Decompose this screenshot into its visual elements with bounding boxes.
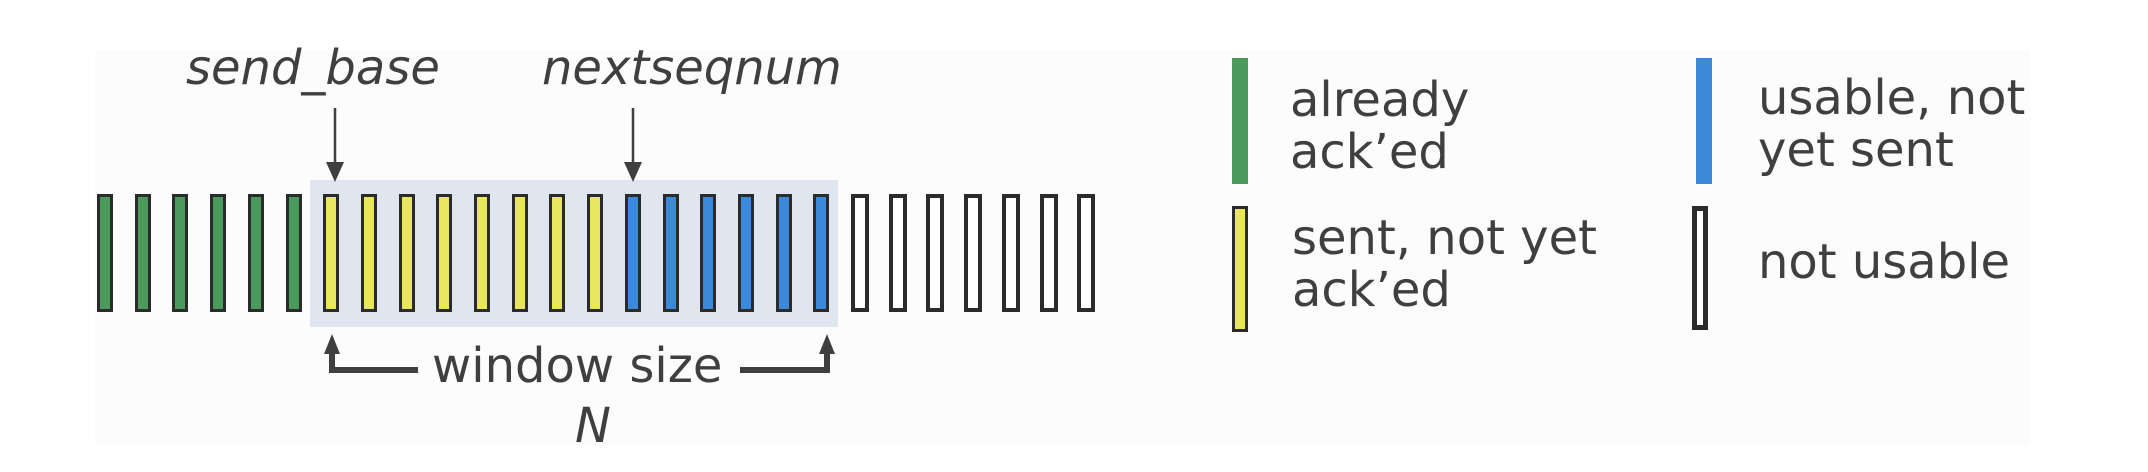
legend-text-sent-not-acked: sent, not yet ack’ed xyxy=(1292,210,1597,318)
legend-text-not-usable: not usable xyxy=(1758,234,2011,290)
slot-usable-not-sent xyxy=(813,194,829,312)
slot-not-usable xyxy=(851,194,869,312)
legend-swatch-sent-not-acked xyxy=(1232,206,1248,332)
legend-swatch-already-acked xyxy=(1232,58,1248,184)
send-base-arrow xyxy=(326,108,344,182)
slot-sent-not-acked xyxy=(512,194,528,312)
slot-not-usable xyxy=(1040,194,1058,312)
window-size-label: window size xyxy=(432,338,723,394)
slot-already-acked xyxy=(248,194,264,312)
slot-not-usable xyxy=(1002,194,1020,312)
slot-sent-not-acked xyxy=(323,194,339,312)
slot-not-usable xyxy=(964,194,982,312)
slot-sent-not-acked xyxy=(361,194,377,312)
send-base-label: send_base xyxy=(186,40,440,96)
legend-text-already-acked: already ack’ed xyxy=(1290,72,1470,180)
legend-text-usable-not-sent: usable, not yet sent xyxy=(1758,70,2026,178)
slot-already-acked xyxy=(97,194,113,312)
slot-sent-not-acked xyxy=(399,194,415,312)
slot-usable-not-sent xyxy=(738,194,754,312)
slot-usable-not-sent xyxy=(700,194,716,312)
slot-sent-not-acked xyxy=(474,194,490,312)
slot-not-usable xyxy=(1077,194,1095,312)
slot-already-acked xyxy=(210,194,226,312)
slot-usable-not-sent xyxy=(625,194,641,312)
window-size-bracket-right xyxy=(740,334,835,373)
slot-usable-not-sent xyxy=(663,194,679,312)
slot-already-acked xyxy=(286,194,302,312)
nextseqnum-label: nextseqnum xyxy=(542,40,842,96)
window-size-n: N xyxy=(575,398,611,454)
legend-swatch-usable-not-sent xyxy=(1696,58,1712,184)
window-size-bracket-left xyxy=(324,334,418,373)
slot-sent-not-acked xyxy=(436,194,452,312)
slot-sent-not-acked xyxy=(549,194,565,312)
slot-not-usable xyxy=(926,194,944,312)
slot-already-acked xyxy=(135,194,151,312)
sender-window-highlight xyxy=(310,180,838,327)
slot-not-usable xyxy=(889,194,907,312)
slot-already-acked xyxy=(172,194,188,312)
slot-sent-not-acked xyxy=(587,194,603,312)
slot-usable-not-sent xyxy=(776,194,792,312)
legend-swatch-not-usable xyxy=(1692,206,1708,330)
nextseqnum-arrow xyxy=(624,108,642,182)
